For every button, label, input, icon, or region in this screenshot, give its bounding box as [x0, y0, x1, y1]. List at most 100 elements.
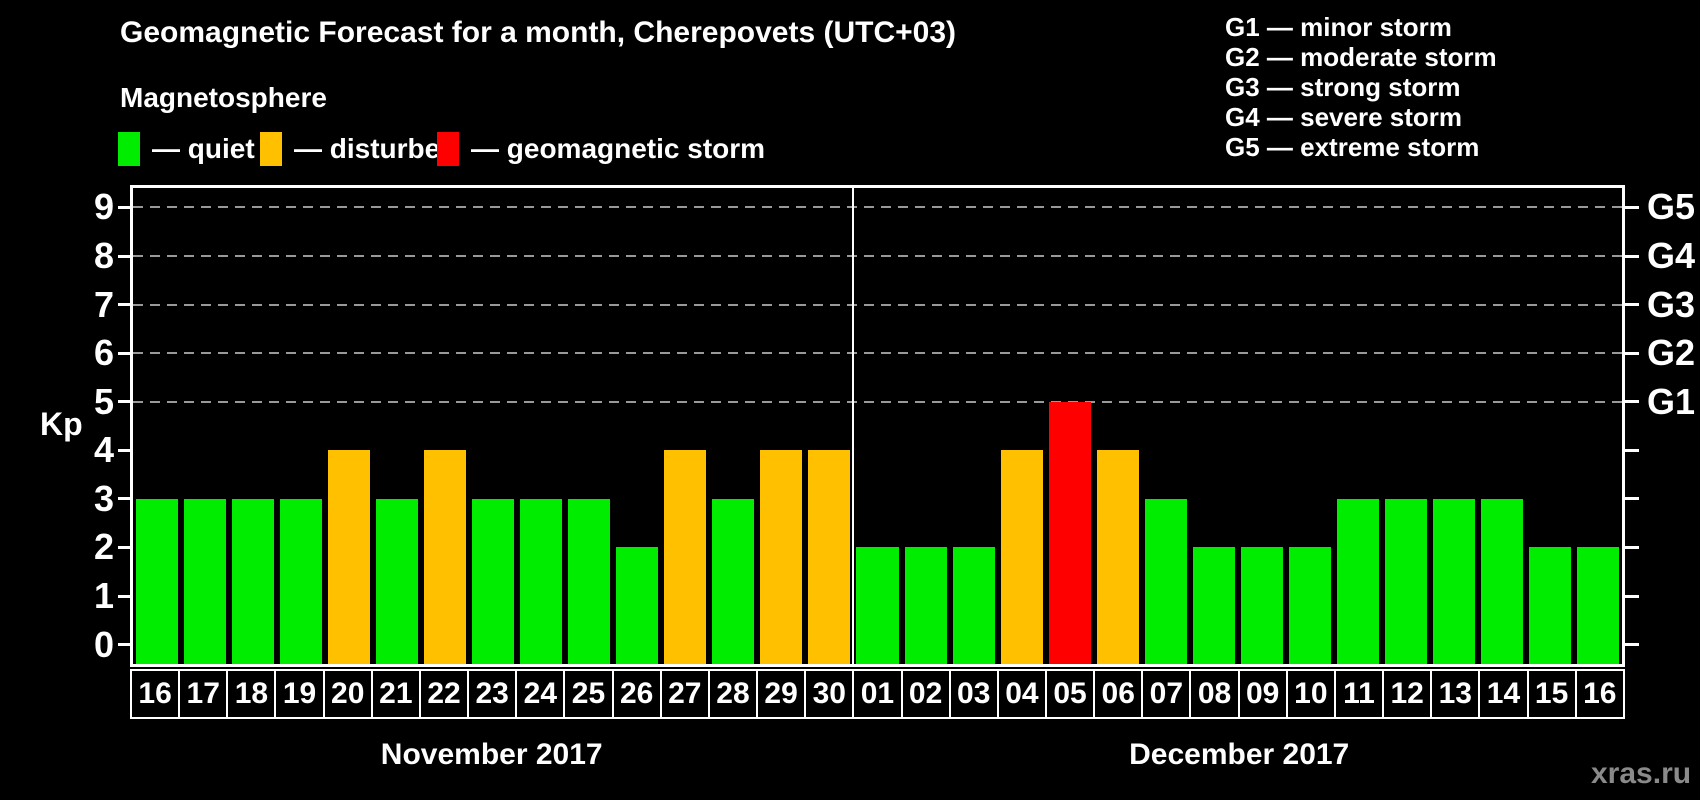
legend-label: — geomagnetic storm: [471, 133, 766, 164]
kp-bar: [280, 498, 323, 664]
right-axis-tick: [1625, 400, 1639, 404]
y-axis-tick: [118, 254, 130, 258]
kp-bar: [904, 547, 947, 664]
kp-bar: [1144, 498, 1187, 664]
y-axis-tick-label: 7: [93, 283, 114, 325]
y-axis-tick: [118, 545, 130, 549]
date-cell: 19: [274, 669, 325, 719]
kp-gridline: [133, 255, 1622, 257]
kp-bar: [760, 450, 803, 664]
storm-color-swatch: [437, 132, 459, 166]
legend-label: — quiet: [152, 133, 255, 164]
date-cell: 25: [563, 669, 614, 719]
kp-bar: [1528, 547, 1571, 664]
kp-bar: [520, 498, 563, 664]
date-cell: 14: [1478, 669, 1529, 719]
g-scale-legend-item: G3 — strong storm: [1225, 72, 1461, 102]
y-axis-tick-label: 3: [93, 477, 114, 519]
kp-bar: [472, 498, 515, 664]
y-axis-tick-label: 9: [93, 186, 114, 228]
kp-gridline: [133, 303, 1622, 306]
kp-bar: [184, 498, 227, 664]
date-cell: 30: [804, 669, 855, 719]
date-cell: 16: [130, 669, 181, 719]
kp-gridline: [133, 352, 1622, 355]
date-cell: 26: [611, 669, 662, 719]
right-axis-tick: [1625, 594, 1639, 598]
date-cell: 01: [852, 669, 903, 719]
date-axis: 16 17 18 19 20 21 22 23 24 25 26 27 28 29 30 01 02 03 04 05…: [130, 669, 1625, 719]
date-cell: 28: [707, 669, 759, 719]
y-axis-tick: [118, 448, 130, 452]
right-axis-tick: [1625, 643, 1639, 647]
y-axis-tick: [118, 303, 130, 307]
magnetosphere-label: Magnetosphere: [120, 82, 327, 113]
legend-item-storm: — geomagnetic storm: [437, 130, 765, 168]
quiet-color-swatch: [118, 132, 140, 166]
kp-bar: [856, 547, 899, 664]
right-axis-tick: [1625, 205, 1639, 209]
y-axis-tick: [118, 594, 130, 598]
kp-bar: [952, 547, 995, 664]
kp-bar: [808, 450, 851, 664]
date-cell: 23: [467, 669, 518, 719]
date-cell: 22: [418, 669, 470, 719]
g-scale-legend-item: G1 — minor storm: [1225, 12, 1452, 42]
kp-gridline: [133, 206, 1622, 209]
right-axis-tick: [1625, 448, 1639, 452]
y-axis-tick: [118, 400, 130, 404]
right-axis-tick: [1625, 254, 1639, 258]
right-axis-tick: [1625, 303, 1639, 307]
disturbed-color-swatch: [260, 132, 282, 166]
legend-item-quiet: — quiet: [118, 130, 255, 168]
date-cell: 09: [1237, 669, 1288, 719]
y-axis-tick-label: 8: [93, 235, 114, 276]
kp-bar: [1336, 498, 1379, 664]
date-cell: 03: [948, 669, 999, 719]
right-axis-tick: [1625, 497, 1639, 501]
g-scale-legend-item: G4 — severe storm: [1225, 102, 1463, 132]
y-axis-tick-label: 4: [93, 429, 114, 471]
date-cell: 10: [1285, 669, 1336, 719]
date-cell: 15: [1526, 669, 1577, 719]
month-label-november: November 2017: [380, 738, 603, 771]
y-axis-tick-label: 6: [93, 332, 114, 374]
y-axis-tick-label: 0: [93, 623, 114, 665]
plot-area: [130, 185, 1625, 667]
y-axis-tick: [118, 497, 130, 501]
right-axis-tick: [1625, 351, 1639, 355]
right-axis-tick: [1625, 545, 1639, 549]
y-axis-tick: [118, 205, 130, 209]
kp-bar: [568, 498, 611, 664]
y-axis-tick-label: 2: [93, 526, 114, 568]
kp-bar: [712, 498, 755, 664]
kp-bar: [1576, 547, 1619, 664]
g-scale-legend: G1 — minor storm G2 — moderate storm G3 …: [1225, 12, 1497, 162]
date-cell: 05: [1044, 669, 1096, 719]
y-axis-tick: [118, 643, 130, 647]
date-cell: 27: [659, 669, 710, 719]
date-cell: 17: [178, 669, 229, 719]
y-axis-tick-label: 1: [93, 575, 114, 616]
date-cell: 12: [1382, 669, 1433, 719]
date-cell: 18: [226, 669, 277, 719]
date-cell: 02: [900, 669, 951, 719]
g-axis-label: G4: [1647, 235, 1696, 276]
kp-bar: [1240, 547, 1283, 664]
kp-bar: [616, 547, 659, 664]
date-cell: 11: [1333, 669, 1385, 719]
g-axis-label: G2: [1647, 332, 1696, 374]
g-axis-label: G1: [1647, 380, 1696, 422]
kp-gridline: [133, 400, 1622, 403]
date-cell: 29: [756, 669, 807, 719]
kp-bar: [1480, 498, 1523, 664]
month-label-december: December 2017: [1129, 738, 1350, 771]
watermark: xras.ru: [1591, 757, 1692, 790]
kp-bar: [1192, 547, 1235, 664]
kp-bar: [1432, 498, 1475, 664]
legend-item-disturbed: — disturbed: [260, 130, 457, 168]
date-cell: 24: [515, 669, 566, 719]
kp-bar: [136, 498, 179, 664]
date-cell: 08: [1189, 669, 1240, 719]
kp-bar: [1288, 547, 1331, 664]
